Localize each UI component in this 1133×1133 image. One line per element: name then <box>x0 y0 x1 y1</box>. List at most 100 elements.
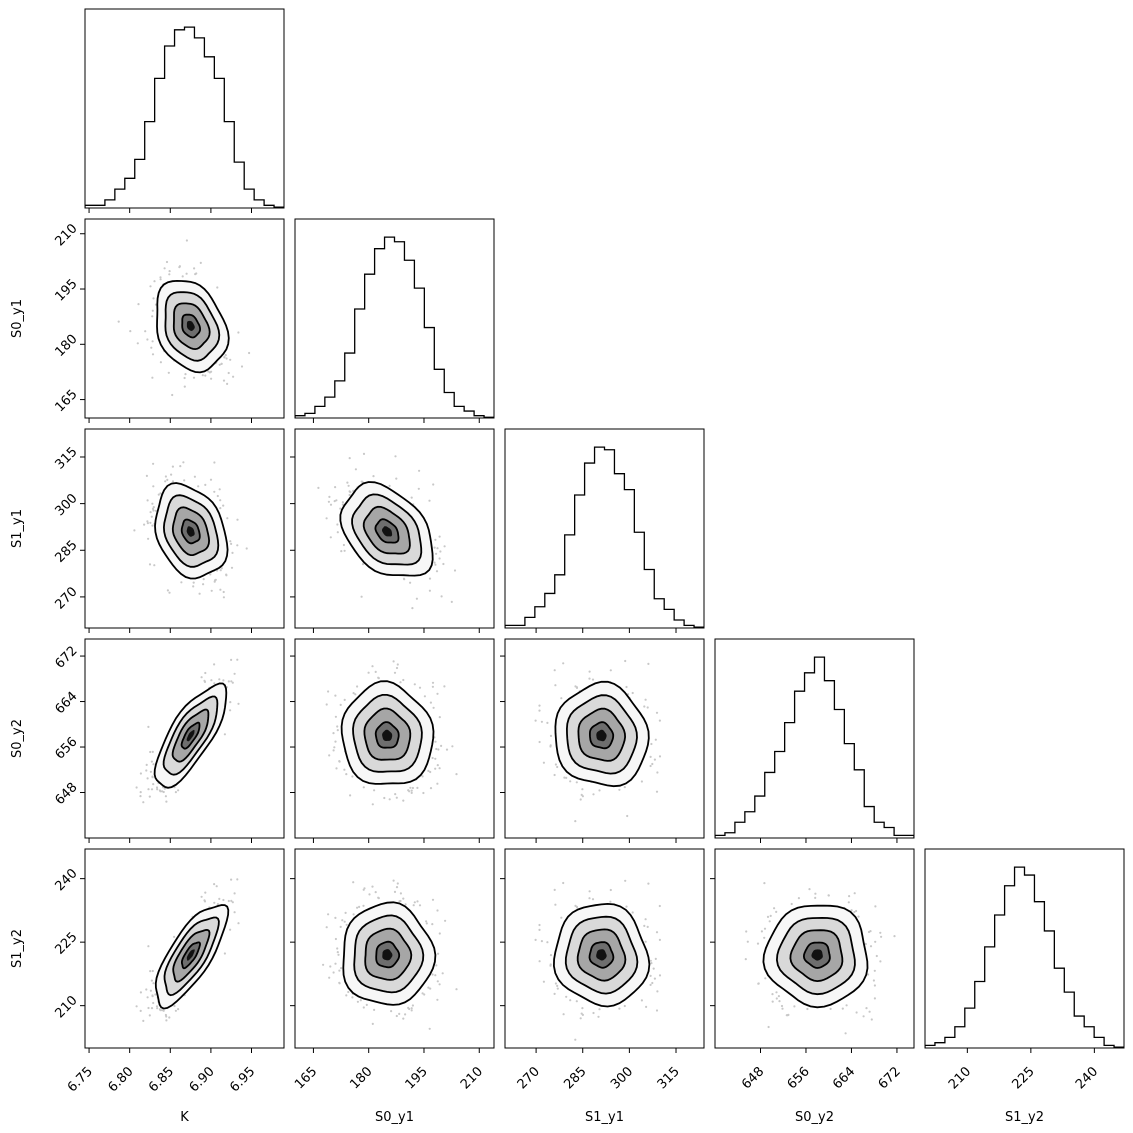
sample-point <box>412 904 415 907</box>
sample-point <box>455 988 458 991</box>
contour-line <box>362 505 411 555</box>
sample-point <box>151 750 154 754</box>
sample-point <box>416 900 419 903</box>
sample-point <box>658 755 662 758</box>
sample-point <box>592 793 595 796</box>
density-panel-S1_y1-S0_y2 <box>534 659 662 823</box>
sample-point <box>427 769 430 773</box>
contour-line <box>172 302 211 351</box>
sample-point <box>879 960 882 963</box>
sample-point <box>341 501 344 504</box>
sample-point <box>347 990 350 994</box>
sample-point <box>227 371 230 375</box>
sample-point <box>869 945 873 948</box>
panel-frame <box>84 218 285 419</box>
histogram-S0_y1 <box>295 236 494 418</box>
sample-point <box>146 338 149 341</box>
sample-point <box>224 354 227 357</box>
sample-point <box>402 799 405 802</box>
x-tick-label-K: 6.90 <box>187 1064 218 1095</box>
sample-point <box>624 659 627 663</box>
density-panel-S0_y1-S1_y2 <box>322 879 458 1030</box>
sample-point <box>394 793 397 796</box>
sample-point <box>565 995 568 998</box>
sample-point <box>209 478 213 481</box>
y-tick-label-S0_y2: 648 <box>52 780 80 808</box>
contour-line <box>762 904 869 1009</box>
sample-point <box>549 963 552 966</box>
sample-point <box>421 992 424 995</box>
sample-point <box>216 494 219 498</box>
y-axis-label-S0_y2: S0_y2 <box>10 719 25 758</box>
sample-point <box>418 686 422 689</box>
sample-point <box>768 920 771 923</box>
sample-point <box>192 581 195 584</box>
sample-point <box>579 798 582 801</box>
sample-point <box>200 676 203 679</box>
sample-point <box>862 1015 865 1018</box>
sample-point <box>328 754 331 757</box>
sample-point <box>649 983 652 987</box>
panel-frame <box>294 638 495 839</box>
sample-point <box>655 1009 659 1012</box>
sample-point <box>873 969 876 972</box>
sample-point <box>152 982 155 985</box>
sample-point <box>222 679 225 682</box>
x-axis-label-S1_y2: S1_y2 <box>1005 1110 1044 1125</box>
sample-point <box>147 725 150 729</box>
sample-point <box>778 1000 781 1003</box>
y-tick-label-S0_y1: 180 <box>52 332 80 360</box>
sample-point <box>867 973 870 976</box>
sample-point <box>166 478 169 481</box>
sample-point <box>873 997 877 1000</box>
sample-point <box>185 239 188 242</box>
sample-point <box>874 940 877 943</box>
sample-point <box>198 592 201 595</box>
sample-point <box>168 591 171 594</box>
sample-point <box>395 886 399 889</box>
sample-point <box>431 898 435 901</box>
sample-point <box>431 681 435 684</box>
sample-point <box>850 909 853 912</box>
sample-point <box>168 273 171 276</box>
sample-point <box>177 789 180 792</box>
x-tick-label-S0_y2: 648 <box>739 1064 767 1092</box>
sample-point <box>165 260 169 264</box>
sample-point <box>218 678 221 681</box>
sample-point <box>411 786 414 790</box>
sample-point <box>844 1032 847 1035</box>
sample-point <box>216 286 219 289</box>
sample-point <box>647 662 650 666</box>
sample-point <box>219 499 222 502</box>
x-tick-label-K: 6.85 <box>146 1064 177 1095</box>
sample-point <box>167 371 170 374</box>
sample-point <box>640 999 644 1002</box>
sample-point <box>150 788 154 791</box>
sample-point <box>538 740 541 744</box>
sample-point <box>395 666 399 670</box>
sample-point <box>184 373 187 376</box>
sample-point <box>588 670 591 673</box>
x-axis-label-S1_y1: S1_y1 <box>585 1110 624 1125</box>
sample-point <box>139 795 142 798</box>
sample-point <box>151 353 155 356</box>
sample-point <box>540 940 544 943</box>
sample-point <box>133 529 136 532</box>
sample-point <box>421 775 424 778</box>
sample-point <box>360 480 363 483</box>
panel-frame <box>714 638 915 839</box>
sample-point <box>423 695 426 698</box>
sample-point <box>575 906 579 909</box>
x-tick-label-K: 6.80 <box>105 1064 136 1095</box>
sample-point <box>588 897 591 900</box>
sample-point <box>340 967 343 970</box>
sample-point <box>423 993 426 996</box>
panel-frame <box>84 8 285 209</box>
sample-point <box>374 670 377 674</box>
y-tick-label-S0_y2: 672 <box>52 644 80 672</box>
sample-point <box>624 879 627 882</box>
sample-point <box>225 357 228 360</box>
sample-point <box>579 1017 582 1020</box>
sample-point <box>431 756 434 760</box>
